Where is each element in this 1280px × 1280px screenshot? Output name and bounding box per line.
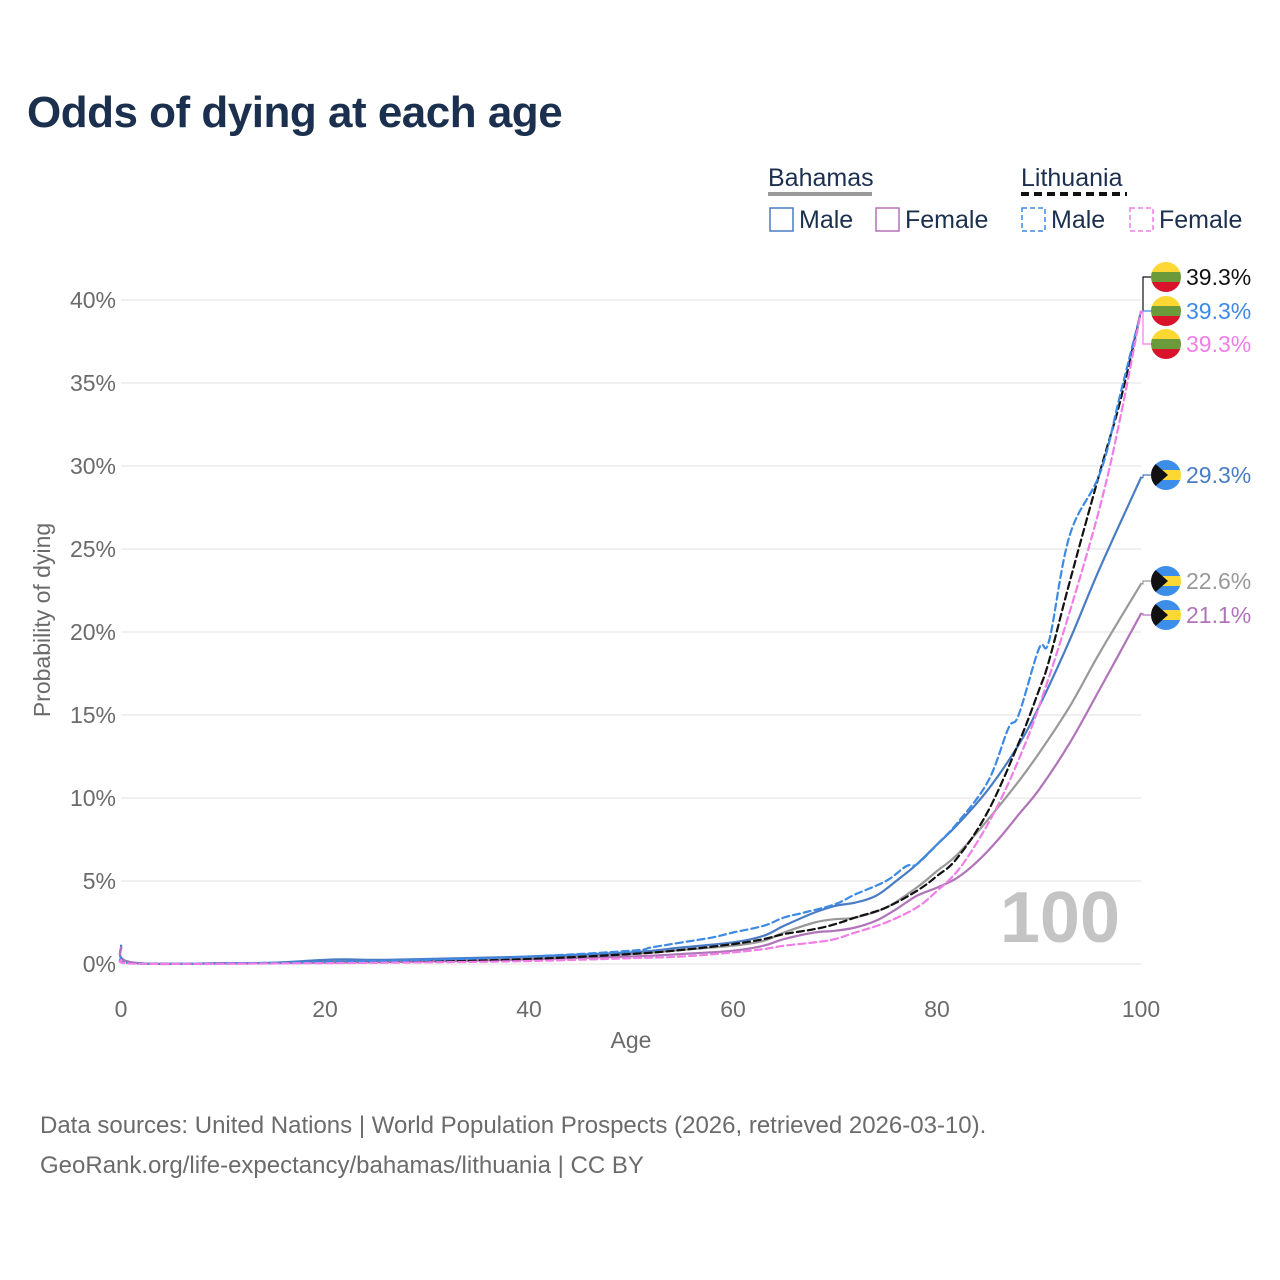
y-tick-label: 40%	[70, 287, 116, 313]
x-tick-label: 20	[312, 996, 338, 1022]
legend-group-bahamas: Bahamas	[768, 164, 874, 192]
bahamas-flag-icon	[1151, 566, 1181, 596]
legend-group-lithuania: Lithuania	[1021, 164, 1123, 192]
y-tick-label: 35%	[70, 370, 116, 396]
series-line-lithuania-total	[118, 310, 1143, 965]
end-value-label: 39.3%	[1186, 298, 1251, 324]
footer: Data sources: United Nations | World Pop…	[40, 1106, 986, 1186]
series-line-lithuania-male	[118, 310, 1143, 965]
x-tick-label: 0	[115, 996, 128, 1022]
leader-line	[1141, 580, 1152, 585]
series-lines	[118, 310, 1143, 966]
y-tick-label: 5%	[83, 868, 116, 894]
x-tick-label: 80	[924, 996, 950, 1022]
series-line-bahamas-male	[118, 476, 1143, 966]
y-tick-label: 15%	[70, 702, 116, 728]
lithuania-flag-icon	[1151, 329, 1181, 359]
bahamas-flag-icon	[1151, 600, 1181, 630]
end-label-group: 39.3%	[1141, 311, 1251, 359]
series-end-labels: 22.6% 29.3% 21.1% 39.3% 39.3% 39.3%	[1141, 262, 1251, 630]
end-label-group: 39.3%	[1141, 262, 1251, 313]
end-value-label: 21.1%	[1186, 602, 1251, 628]
series-line-bahamas-female	[118, 612, 1143, 966]
end-label-group: 39.3%	[1141, 296, 1251, 326]
legend: Bahamas Male Female Lithuania Male Femal…	[768, 164, 1242, 234]
legend-lithuania-female-swatch	[1129, 207, 1154, 232]
data-source-note: Data sources: United Nations | World Pop…	[40, 1112, 987, 1139]
source-link[interactable]: GeoRank.org/life-expectancy/bahamas/lith…	[40, 1152, 644, 1179]
x-tick-label: 100	[1122, 996, 1160, 1022]
y-tick-label: 20%	[70, 619, 116, 645]
end-value-label: 22.6%	[1186, 568, 1251, 594]
end-label-group: 21.1%	[1141, 600, 1251, 630]
legend-bahamas-male-swatch	[769, 207, 794, 232]
series-line-bahamas-total	[118, 582, 1143, 966]
legend-bahamas-male-label: Male	[799, 206, 853, 234]
end-value-label: 39.3%	[1186, 331, 1251, 357]
x-axis-title: Age	[611, 1027, 652, 1053]
end-value-label: 39.3%	[1186, 264, 1251, 290]
y-tick-label: 25%	[70, 536, 116, 562]
series-line-lithuania-female	[118, 310, 1143, 965]
legend-lithuania-male-swatch	[1021, 207, 1046, 232]
x-axis-ticks: 0 20 40 60 80 100	[115, 996, 1161, 1022]
end-label-group: 22.6%	[1141, 566, 1251, 596]
chart-title: Odds of dying at each age	[27, 88, 563, 137]
leader-line	[1141, 474, 1152, 479]
x-tick-label: 40	[516, 996, 542, 1022]
y-tick-label: 30%	[70, 453, 116, 479]
end-value-label: 29.3%	[1186, 462, 1251, 488]
end-label-group: 29.3%	[1141, 460, 1251, 490]
leader-line	[1141, 276, 1152, 313]
line-chart: 0% 5% 10% 15% 20% 25% 30% 35% 40% 0 20 40 60 80 100 1…	[29, 164, 1251, 1053]
age-watermark: 100	[1000, 878, 1120, 958]
y-tick-label: 0%	[83, 951, 116, 977]
leader-line	[1141, 613, 1152, 616]
legend-lithuania-male-label: Male	[1051, 206, 1105, 234]
lithuania-flag-icon	[1151, 262, 1181, 292]
y-axis-title: Probability of dying	[29, 523, 55, 717]
y-axis-ticks: 0% 5% 10% 15% 20% 25% 30% 35% 40%	[70, 287, 116, 977]
legend-bahamas-female-swatch	[875, 207, 900, 232]
gridlines	[121, 299, 1141, 965]
legend-bahamas-female-label: Female	[905, 206, 988, 234]
y-tick-label: 10%	[70, 785, 116, 811]
x-tick-label: 60	[720, 996, 746, 1022]
legend-lithuania-female-label: Female	[1159, 206, 1242, 234]
leader-line	[1141, 311, 1152, 345]
bahamas-flag-icon	[1151, 460, 1181, 490]
lithuania-flag-icon	[1151, 296, 1181, 326]
